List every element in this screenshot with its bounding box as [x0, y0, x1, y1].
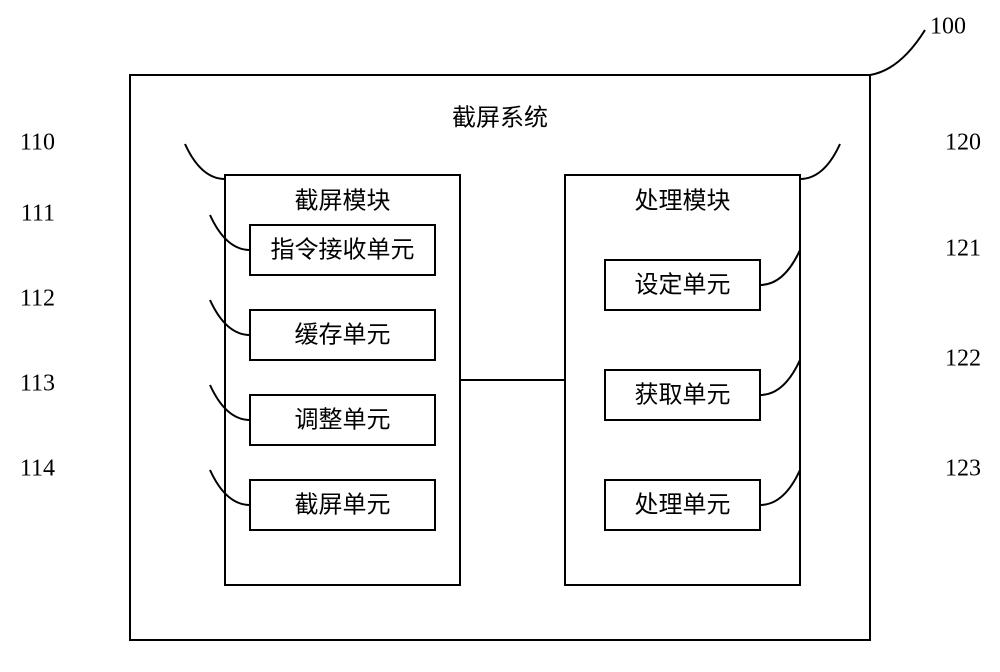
- right-unit-2-ref: 123: [945, 456, 981, 482]
- right-unit-label-1: 获取单元: [635, 382, 731, 409]
- right-module-leader: [800, 144, 840, 179]
- right-unit-2-leader: [760, 470, 800, 505]
- left-unit-1-leader: [210, 300, 250, 335]
- right-unit-label-0: 设定单元: [635, 272, 731, 299]
- right-unit-0-leader: [760, 250, 800, 285]
- left-unit-2-leader: [210, 385, 250, 420]
- left-module-ref: 110: [20, 130, 55, 156]
- left-module-leader: [185, 144, 225, 179]
- right-module-ref: 120: [945, 130, 981, 156]
- left-unit-1-ref: 112: [20, 286, 55, 312]
- left-unit-label-2: 调整单元: [295, 407, 391, 434]
- left-unit-0-ref: 111: [21, 201, 55, 227]
- left-unit-0-leader: [210, 215, 250, 250]
- left-module-title: 截屏模块: [295, 188, 391, 215]
- left-unit-label-1: 缓存单元: [295, 322, 391, 349]
- right-module-box: [565, 175, 800, 585]
- right-unit-0-ref: 121: [945, 236, 981, 262]
- right-unit-1-leader: [760, 360, 800, 395]
- block-diagram: 截屏系统截屏模块指令接收单元缓存单元调整单元截屏单元 处理模块设定单元获取单元处理…: [0, 0, 1000, 672]
- right-unit-1-ref: 122: [945, 346, 981, 372]
- system-ref: 100: [930, 14, 966, 40]
- system-title: 截屏系统: [452, 105, 548, 132]
- left-unit-2-ref: 113: [20, 371, 55, 397]
- left-unit-3-ref: 114: [20, 456, 55, 482]
- right-module-title: 处理模块: [635, 188, 731, 215]
- left-unit-label-3: 截屏单元: [295, 492, 391, 519]
- left-unit-label-0: 指令接收单元: [271, 237, 415, 264]
- right-unit-label-2: 处理单元: [635, 492, 731, 519]
- left-module-box: [225, 175, 460, 585]
- system-box: [130, 75, 870, 640]
- left-unit-3-leader: [210, 470, 250, 505]
- system-ref-leader: [870, 30, 925, 75]
